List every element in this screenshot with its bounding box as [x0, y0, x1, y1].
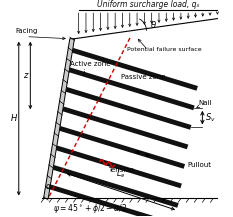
Text: Tension: Tension: [109, 168, 135, 173]
Text: $\psi = 45^\circ + \phi/2 - \alpha/2$: $\psi = 45^\circ + \phi/2 - \alpha/2$: [53, 202, 127, 215]
Text: i: i: [83, 69, 85, 78]
Text: H: H: [10, 114, 17, 123]
Text: $L_e$: $L_e$: [116, 168, 126, 180]
Text: Passive zone: Passive zone: [121, 74, 165, 80]
Text: $\alpha$: $\alpha$: [45, 182, 52, 191]
Text: $\theta$: $\theta$: [150, 19, 157, 30]
Text: Facing: Facing: [16, 28, 38, 35]
Text: $S_v$: $S_v$: [205, 111, 216, 124]
Text: Pullout: Pullout: [188, 162, 212, 168]
Polygon shape: [44, 39, 75, 198]
Text: Uniform surcharge load, qₛ: Uniform surcharge load, qₛ: [97, 0, 199, 10]
Text: z: z: [23, 71, 27, 80]
Text: Potential failure surface: Potential failure surface: [127, 47, 202, 52]
Text: Nail: Nail: [198, 100, 212, 106]
Text: Active zone: Active zone: [70, 61, 111, 67]
